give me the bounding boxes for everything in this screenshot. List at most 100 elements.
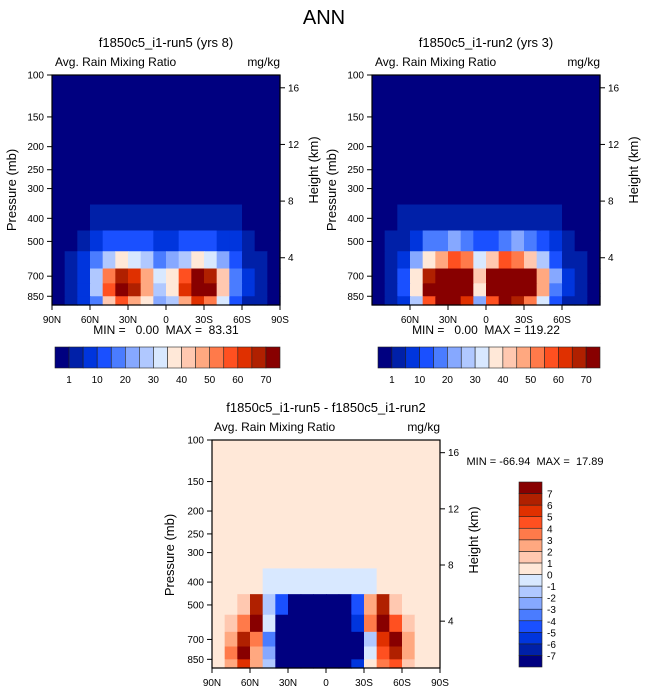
- data-cell: [536, 75, 550, 206]
- colorbar-label: -6: [547, 640, 556, 651]
- min-max-stats: MIN = 0.00 MAX = 119.22: [412, 323, 560, 337]
- colorbar-label: 1: [389, 375, 395, 386]
- data-cell: [300, 594, 314, 616]
- data-cell: [524, 251, 538, 270]
- data-cell: [128, 296, 142, 306]
- data-cell: [427, 614, 441, 633]
- data-cell: [153, 296, 167, 306]
- data-cell: [448, 75, 462, 206]
- data-cell: [486, 230, 500, 252]
- data-cell: [212, 440, 226, 569]
- data-cell: [562, 296, 576, 306]
- min-max-stats: MIN = 0.00 MAX = 83.31: [93, 323, 239, 337]
- left-subtitle: Avg. Rain Mixing Ratio: [214, 420, 335, 434]
- data-cell: [414, 631, 428, 648]
- colorbar-swatch: [265, 346, 281, 369]
- data-cell: [511, 283, 525, 297]
- y-tick-label: 850: [347, 292, 364, 303]
- colorbar-swatch: [530, 346, 545, 369]
- data-cell: [102, 251, 116, 270]
- data-cell: [313, 440, 327, 569]
- colorbar-swatch: [518, 608, 543, 622]
- data-cell: [178, 75, 192, 206]
- data-cell: [414, 594, 428, 616]
- data-cell: [486, 204, 500, 232]
- data-cell: [351, 646, 365, 660]
- data-cell: [326, 614, 340, 633]
- data-cell: [410, 268, 424, 284]
- colorbar-swatch: [585, 346, 601, 369]
- data-cell: [254, 283, 268, 297]
- data-cell: [338, 568, 352, 595]
- data-cell: [212, 646, 226, 660]
- panel-title: f1850c5_i1-run2 (yrs 3): [419, 35, 553, 50]
- colorbar-swatch: [518, 574, 543, 587]
- colorbar-swatch: [209, 346, 225, 369]
- colorbar-swatch: [518, 516, 543, 529]
- data-cell: [422, 283, 436, 297]
- data-cell: [427, 646, 441, 660]
- data-cell: [372, 283, 386, 297]
- data-cell: [384, 75, 398, 206]
- y-tick-label: 400: [27, 214, 44, 225]
- data-cell: [473, 251, 487, 270]
- data-cell: [237, 594, 251, 616]
- colorbar-label: -2: [547, 594, 556, 605]
- data-cell: [237, 659, 251, 669]
- data-cell: [397, 230, 411, 252]
- data-cell: [313, 646, 327, 660]
- data-cell: [351, 614, 365, 633]
- colorbar-swatch: [153, 346, 168, 369]
- data-cell: [242, 296, 256, 306]
- y-axis-right-label: Height (km): [626, 136, 641, 203]
- data-cell: [300, 631, 314, 648]
- data-cell: [140, 251, 154, 270]
- data-cell: [275, 631, 289, 648]
- data-cell: [414, 614, 428, 633]
- colorbar-swatch: [518, 481, 543, 494]
- data-cell: [562, 251, 576, 270]
- data-cell: [166, 75, 180, 206]
- data-cell: [448, 204, 462, 232]
- panel-title: f1850c5_i1-run5 (yrs 8): [99, 35, 233, 50]
- data-cell: [376, 631, 390, 648]
- data-cell: [77, 283, 91, 297]
- x-tick-label: 30N: [279, 678, 297, 689]
- colorbar-label: 30: [148, 375, 160, 386]
- left-subtitle: Avg. Rain Mixing Ratio: [375, 55, 496, 69]
- data-cell: [191, 296, 205, 306]
- colorbar-swatch: [54, 346, 70, 369]
- colorbar-label: 30: [470, 375, 482, 386]
- data-cell: [212, 614, 226, 633]
- data-cell: [486, 75, 500, 206]
- colorbar-label: 1: [66, 375, 72, 386]
- colorbar-label: -4: [547, 617, 556, 628]
- data-cell: [448, 230, 462, 252]
- data-cell: [275, 646, 289, 660]
- data-cell: [389, 631, 403, 648]
- data-cell: [64, 204, 78, 232]
- colorbar-swatch: [96, 346, 112, 369]
- data-cell: [587, 268, 601, 284]
- x-tick-label: 90S: [431, 678, 449, 689]
- data-cell: [511, 268, 525, 284]
- data-cell: [216, 296, 230, 306]
- colorbar-label: -3: [547, 605, 556, 616]
- colorbar-label: 3: [547, 536, 553, 547]
- colorbar-label: 2: [547, 547, 553, 558]
- data-cell: [473, 283, 487, 297]
- data-cell: [326, 646, 340, 660]
- data-cell: [524, 268, 538, 284]
- data-cell: [250, 631, 264, 648]
- data-cell: [313, 568, 327, 595]
- data-cell: [402, 568, 416, 595]
- colorbar-swatch: [419, 346, 434, 369]
- data-cell: [364, 631, 378, 648]
- data-cell: [427, 568, 441, 595]
- data-cell: [372, 230, 386, 252]
- data-cell: [402, 440, 416, 569]
- colorbar-swatch: [558, 346, 573, 369]
- data-cell: [524, 283, 538, 297]
- height-tick-label: 16: [608, 83, 620, 94]
- y-tick-label: 100: [347, 71, 364, 82]
